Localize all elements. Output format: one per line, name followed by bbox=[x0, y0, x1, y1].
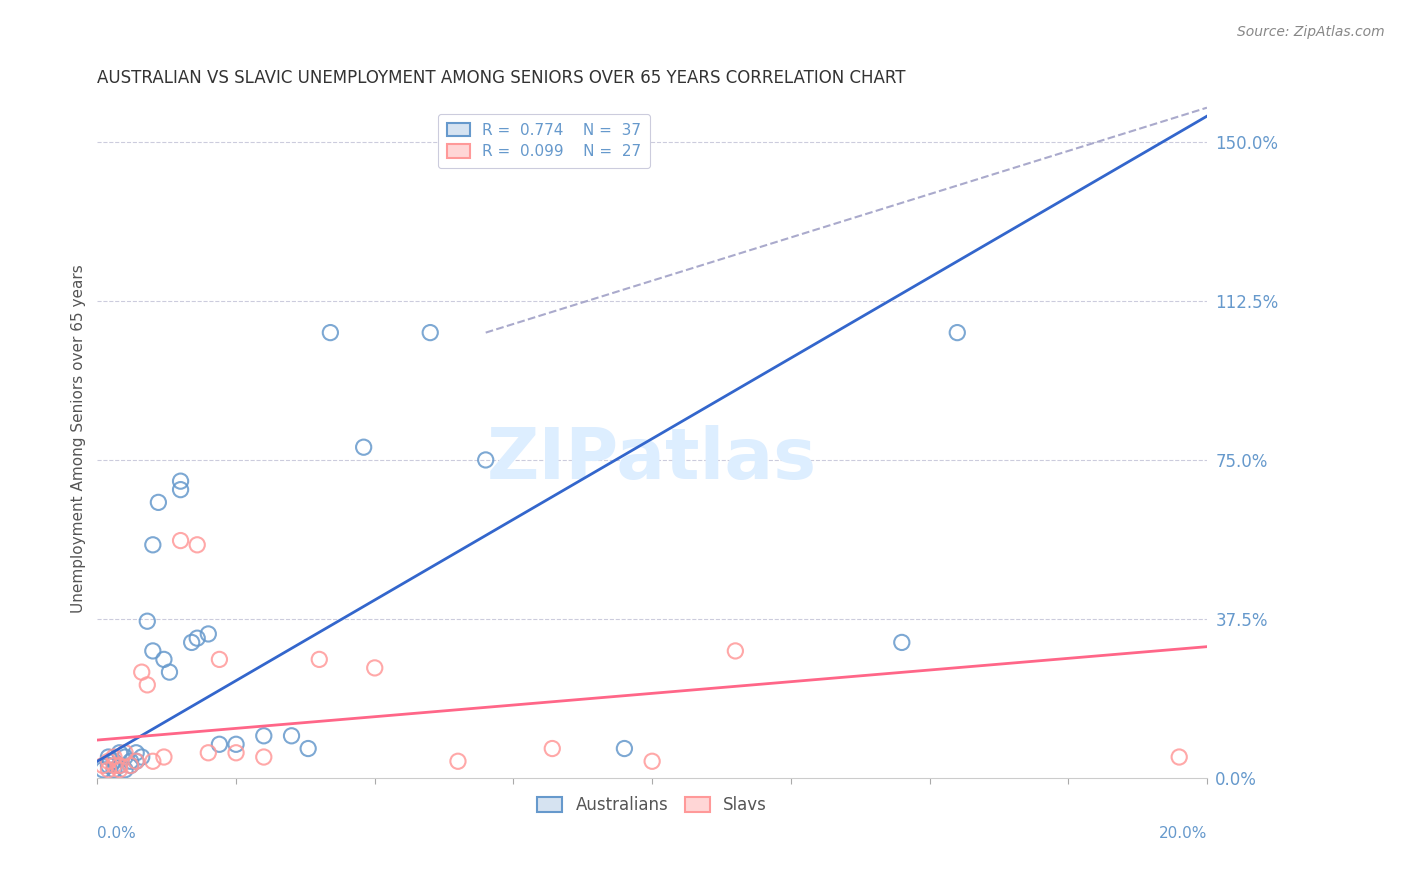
Point bbox=[225, 746, 247, 760]
Point bbox=[142, 754, 165, 768]
Point bbox=[169, 483, 191, 497]
Point bbox=[153, 652, 176, 666]
Point bbox=[125, 754, 148, 768]
Point bbox=[125, 754, 148, 768]
Point bbox=[103, 763, 125, 777]
Point bbox=[724, 644, 747, 658]
Point bbox=[108, 746, 131, 760]
Point bbox=[103, 758, 125, 772]
Point bbox=[208, 737, 231, 751]
Point bbox=[142, 644, 165, 658]
Point bbox=[186, 631, 208, 645]
Point bbox=[125, 746, 148, 760]
Point bbox=[97, 754, 120, 768]
Point bbox=[97, 750, 120, 764]
Point bbox=[186, 538, 208, 552]
Point bbox=[353, 440, 375, 454]
Point bbox=[114, 763, 136, 777]
Point bbox=[148, 495, 170, 509]
Point bbox=[474, 453, 496, 467]
Point bbox=[169, 474, 191, 488]
Point bbox=[641, 754, 664, 768]
Point bbox=[136, 614, 159, 628]
Point bbox=[541, 741, 564, 756]
Point bbox=[120, 754, 142, 768]
Point bbox=[97, 763, 120, 777]
Point bbox=[114, 746, 136, 760]
Point bbox=[91, 758, 114, 772]
Point bbox=[131, 750, 153, 764]
Text: ZIPatlas: ZIPatlas bbox=[486, 425, 817, 493]
Point bbox=[319, 326, 342, 340]
Point bbox=[120, 758, 142, 772]
Point bbox=[120, 758, 142, 772]
Point bbox=[225, 737, 247, 751]
Point bbox=[114, 750, 136, 764]
Point bbox=[419, 326, 441, 340]
Point bbox=[153, 750, 176, 764]
Point bbox=[447, 754, 470, 768]
Point bbox=[142, 538, 165, 552]
Point bbox=[1168, 750, 1191, 764]
Point bbox=[169, 533, 191, 548]
Point bbox=[108, 758, 131, 772]
Point bbox=[280, 729, 302, 743]
Point bbox=[108, 758, 131, 772]
Point bbox=[946, 326, 969, 340]
Point bbox=[103, 750, 125, 764]
Point bbox=[253, 750, 276, 764]
Point bbox=[890, 635, 912, 649]
Y-axis label: Unemployment Among Seniors over 65 years: Unemployment Among Seniors over 65 years bbox=[72, 264, 86, 613]
Point bbox=[108, 763, 131, 777]
Point bbox=[197, 627, 219, 641]
Point bbox=[253, 729, 276, 743]
Point bbox=[103, 754, 125, 768]
Text: 20.0%: 20.0% bbox=[1159, 826, 1206, 841]
Point bbox=[91, 763, 114, 777]
Legend: Australians, Slavs: Australians, Slavs bbox=[530, 789, 773, 821]
Point bbox=[197, 746, 219, 760]
Point bbox=[180, 635, 202, 649]
Point bbox=[97, 758, 120, 772]
Text: 0.0%: 0.0% bbox=[97, 826, 136, 841]
Point bbox=[297, 741, 319, 756]
Text: AUSTRALIAN VS SLAVIC UNEMPLOYMENT AMONG SENIORS OVER 65 YEARS CORRELATION CHART: AUSTRALIAN VS SLAVIC UNEMPLOYMENT AMONG … bbox=[97, 69, 905, 87]
Text: Source: ZipAtlas.com: Source: ZipAtlas.com bbox=[1237, 25, 1385, 39]
Point bbox=[159, 665, 181, 680]
Point bbox=[208, 652, 231, 666]
Point bbox=[131, 665, 153, 680]
Point bbox=[364, 661, 387, 675]
Point bbox=[136, 678, 159, 692]
Point bbox=[613, 741, 636, 756]
Point bbox=[308, 652, 330, 666]
